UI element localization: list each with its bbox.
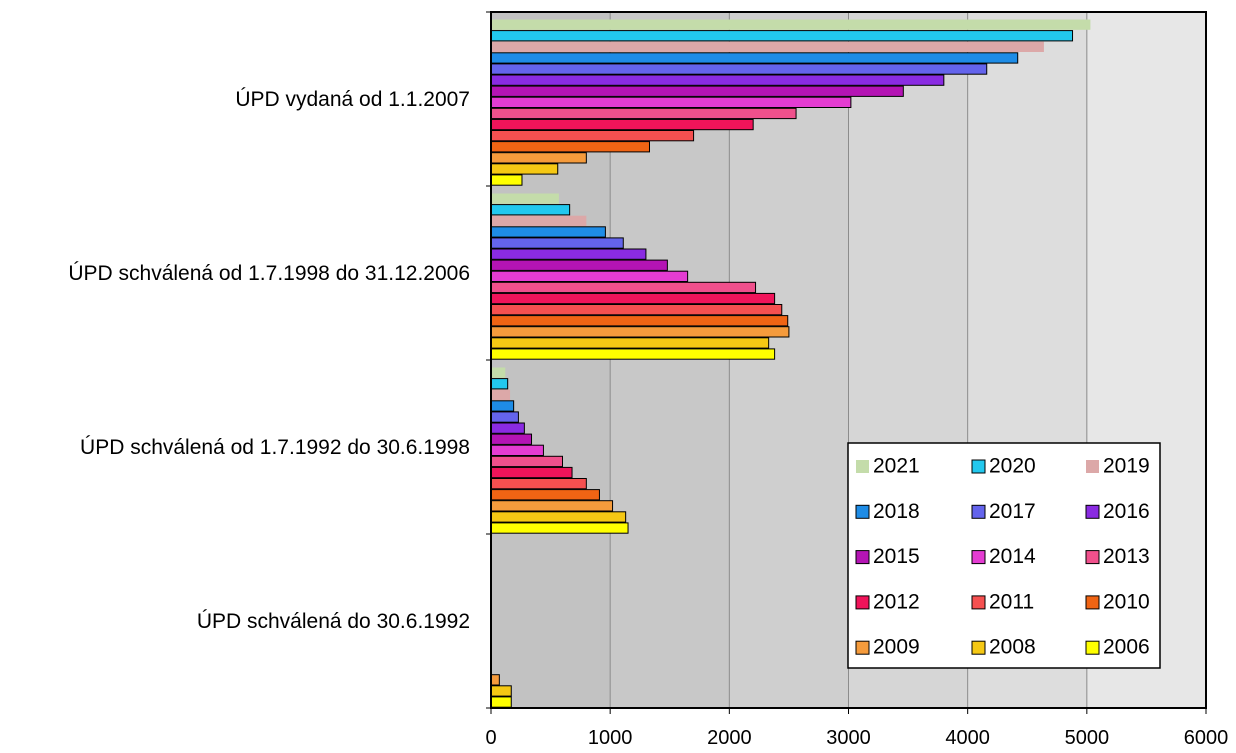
bar-2010 <box>490 489 600 501</box>
bar-2013 <box>490 281 757 294</box>
bar-2008 <box>490 337 770 349</box>
legend-swatch <box>971 459 986 474</box>
bar-2019 <box>491 389 511 400</box>
bar-2020 <box>490 30 1074 42</box>
category-label: ÚPD schválená do 30.6.1992 <box>197 610 470 633</box>
legend-swatch <box>971 550 986 565</box>
bar-2018 <box>490 226 606 238</box>
legend-label: 2009 <box>873 636 920 659</box>
bar-2009 <box>490 326 790 338</box>
bar-2015 <box>490 85 904 97</box>
bar-2016 <box>490 74 945 86</box>
x-tick-label: 4000 <box>945 727 990 749</box>
bar-2019 <box>491 215 587 226</box>
legend-swatch <box>855 595 870 610</box>
legend-swatch <box>855 504 870 519</box>
category-label: ÚPD vydaná od 1.1.2007 <box>235 88 470 111</box>
x-tick-label: 5000 <box>1065 727 1110 749</box>
bar-2013 <box>490 107 797 120</box>
x-tick-label: 6000 <box>1184 727 1229 749</box>
legend: 2021 2020 2019 2018 2017 2016 2015 2014 2013 2012… <box>847 442 1161 669</box>
bar-2006 <box>490 522 629 534</box>
bar-2011 <box>490 130 695 142</box>
legend-label: 2006 <box>1103 636 1150 659</box>
legend-label: 2008 <box>989 636 1036 659</box>
legend-swatch <box>1085 640 1100 655</box>
x-tick-label: 2000 <box>707 727 752 749</box>
category-label: ÚPD schválená od 1.7.1998 do 31.12.2006 <box>68 262 470 285</box>
bar-2021 <box>491 367 506 378</box>
legend-swatch <box>1085 595 1100 610</box>
bar-2016 <box>490 248 647 260</box>
legend-box <box>847 442 1161 669</box>
legend-swatch <box>855 640 870 655</box>
bar-2015 <box>490 433 533 445</box>
category-label: ÚPD schválená od 1.7.1992 do 30.6.1998 <box>80 436 470 459</box>
bar-2009 <box>490 152 587 164</box>
legend-label: 2020 <box>989 455 1036 478</box>
legend-label: 2010 <box>1103 590 1150 613</box>
bars <box>490 19 1091 708</box>
bar-2009 <box>490 500 614 512</box>
bar-2019 <box>491 41 1044 52</box>
bar-2006 <box>490 696 512 708</box>
bar-2021 <box>491 19 1091 30</box>
x-tick-label: 3000 <box>826 727 871 749</box>
bar-2008 <box>490 511 627 523</box>
legend-label: 2018 <box>873 500 920 523</box>
bar-2009 <box>490 674 500 686</box>
bar-2014 <box>490 96 852 108</box>
legend-swatch <box>1085 550 1100 565</box>
legend-label: 2017 <box>989 500 1036 523</box>
bar-2017 <box>490 63 988 75</box>
legend-label: 2015 <box>873 545 920 568</box>
legend-label: 2014 <box>989 545 1036 568</box>
bar-2018 <box>490 400 515 412</box>
bar-2006 <box>490 348 776 360</box>
bar-2008 <box>490 685 512 697</box>
legend-label: 2021 <box>873 455 920 478</box>
bar-2021 <box>491 193 559 204</box>
bar-2012 <box>490 466 573 479</box>
legend-label: 2016 <box>1103 500 1150 523</box>
legend-swatch <box>1086 460 1099 473</box>
bar-2010 <box>490 315 789 327</box>
legend-swatch <box>971 640 986 655</box>
bar-2020 <box>490 378 509 390</box>
bar-2014 <box>490 270 689 283</box>
legend-swatch <box>971 504 986 519</box>
bar-2008 <box>490 163 559 175</box>
bar-2012 <box>490 292 776 305</box>
bar-2010 <box>490 141 650 153</box>
legend-swatch <box>856 460 869 473</box>
x-tick-label: 1000 <box>588 727 633 749</box>
x-tick-labels: 0 1000 2000 3000 4000 5000 6000 <box>485 727 1228 749</box>
bar-2006 <box>490 174 523 186</box>
legend-swatch <box>855 550 870 565</box>
bar-2013 <box>490 455 563 468</box>
legend-swatch <box>971 595 986 610</box>
bar-2016 <box>490 422 525 434</box>
bar-2011 <box>490 304 783 316</box>
bar-2012 <box>490 118 754 131</box>
legend-swatch <box>1085 504 1100 519</box>
bar-2020 <box>490 204 571 216</box>
legend-label: 2013 <box>1103 545 1150 568</box>
legend-label: 2012 <box>873 590 920 613</box>
bar-2014 <box>490 444 544 457</box>
x-tick-label: 0 <box>485 727 496 749</box>
bar-2017 <box>490 411 519 423</box>
category-labels: ÚPD vydaná od 1.1.2007 ÚPD schválená od 1… <box>68 88 470 633</box>
legend-label: 2019 <box>1103 455 1150 478</box>
bar-2015 <box>490 259 668 271</box>
bar-2017 <box>490 237 624 249</box>
bar-2011 <box>490 478 587 490</box>
bar-2018 <box>490 52 1019 64</box>
axes <box>486 11 1207 714</box>
legend-label: 2011 <box>989 590 1034 613</box>
